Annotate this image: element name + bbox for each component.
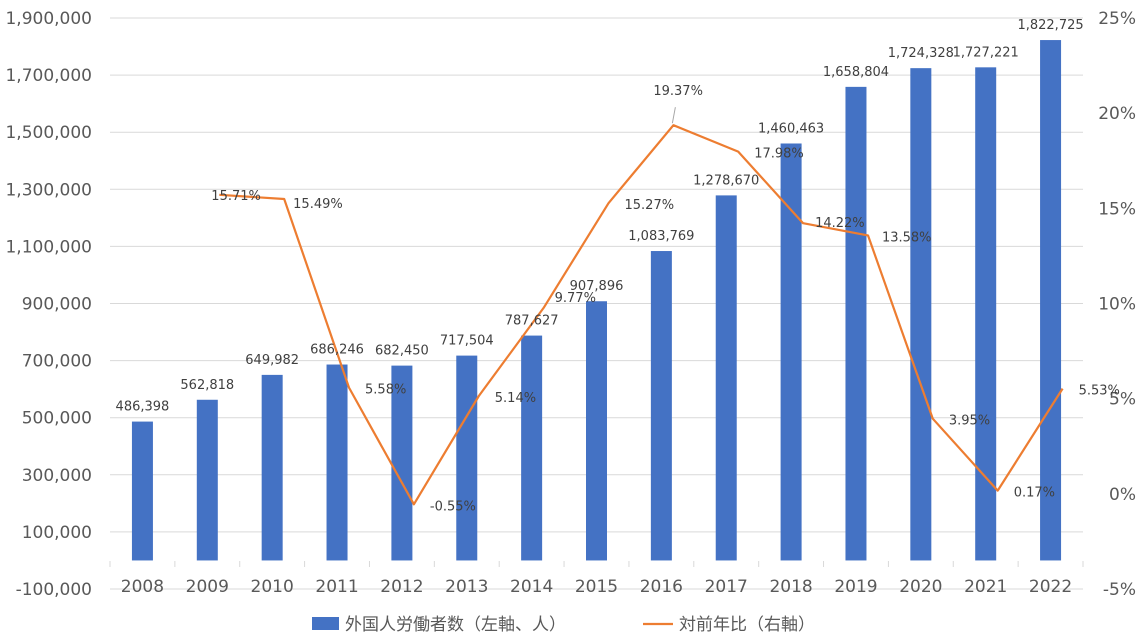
bar-data-label: 717,504: [440, 334, 494, 349]
bar-data-label: 1,278,670: [693, 173, 759, 188]
left-axis-tick-label: 1,100,000: [5, 237, 92, 257]
line-data-label: 3.95%: [949, 414, 990, 429]
x-axis-tick-label: 2009: [186, 577, 229, 597]
bar: [521, 335, 543, 561]
line-data-label: 17.98%: [754, 147, 804, 162]
left-axis-tick-label: 300,000: [22, 466, 92, 486]
left-axis-tick-label: 500,000: [22, 409, 92, 429]
left-axis: -100,000 100,000 300,000 500,000 700,000 900,…: [5, 9, 92, 600]
x-axis-tick-label: 2017: [705, 577, 748, 597]
bar-data-label: 1,727,221: [953, 45, 1019, 60]
line-data-label: 19.37%: [653, 84, 703, 99]
bar-data-label: 787,627: [505, 314, 559, 329]
bar: [131, 421, 153, 561]
bar: [196, 399, 218, 561]
bar-data-label: 1,724,328: [888, 46, 954, 61]
x-axis-tick-label: 2022: [1029, 577, 1072, 597]
x-axis-tick-label: 2012: [380, 577, 423, 597]
left-axis-tick-label: 1,500,000: [5, 123, 92, 143]
right-axis-tick-label: 15%: [1098, 199, 1136, 219]
bar: [261, 374, 283, 561]
line-data-label: 15.27%: [625, 198, 675, 213]
right-axis-tick-label: -5%: [1103, 580, 1136, 600]
line-data-label: 5.53%: [1079, 384, 1120, 399]
line-data-label: 5.14%: [495, 391, 536, 406]
line-data-labels: 15.71% 15.49% 5.58% -0.55% 5.14% 9.77% 15.27% 1…: [211, 84, 1120, 514]
x-axis-tick-label: 2013: [445, 577, 488, 597]
x-axis-tick-label: 2011: [315, 577, 358, 597]
x-axis-tick-label: 2021: [964, 577, 1007, 597]
bar: [391, 365, 413, 561]
right-axis-tick-label: 25%: [1098, 9, 1136, 29]
legend-line-label: 対前年比（右軸）: [679, 615, 815, 635]
x-axis-tick-label: 2008: [121, 577, 164, 597]
right-axis-tick-label: 20%: [1098, 104, 1136, 124]
left-axis-tick-label: 1,700,000: [5, 66, 92, 86]
bar-data-label: 1,083,769: [628, 229, 694, 244]
bar-data-label: 907,896: [570, 279, 624, 294]
right-axis-tick-label: 5%: [1109, 390, 1136, 410]
x-axis-tick-label: 2019: [834, 577, 877, 597]
line-data-label: 5.58%: [365, 383, 406, 398]
left-axis-tick-label: 1,900,000: [5, 9, 92, 29]
line-data-label: 13.58%: [882, 230, 932, 245]
x-axis-tick-label: 2020: [899, 577, 942, 597]
bar: [1040, 40, 1062, 561]
right-axis-tick-label: 0%: [1109, 485, 1136, 505]
line-data-label: -0.55%: [430, 499, 476, 514]
left-axis-tick-label: 1,300,000: [5, 180, 92, 200]
bar-data-label: 486,398: [116, 400, 170, 415]
bar: [975, 67, 997, 561]
bar: [715, 195, 737, 561]
x-axis-tick-label: 2018: [769, 577, 812, 597]
legend: 外国人労働者数（左軸、人） 対前年比（右軸）: [312, 615, 815, 635]
legend-bar-swatch: [312, 617, 339, 630]
left-axis-tick-label: -100,000: [16, 580, 92, 600]
x-axis-tick-label: 2016: [640, 577, 683, 597]
bar: [780, 143, 802, 561]
bar-data-label: 686,246: [310, 343, 364, 358]
line-data-label: 14.22%: [815, 216, 865, 231]
bar: [845, 86, 867, 561]
right-axis-tick-label: 10%: [1098, 295, 1136, 315]
left-axis-tick-label: 900,000: [22, 295, 92, 315]
x-axis-tick-label: 2015: [575, 577, 618, 597]
line-data-label: 15.49%: [293, 197, 343, 212]
bar-data-label: 1,822,725: [1017, 18, 1083, 33]
line-series: [219, 124, 1064, 506]
label-leader-line: [671, 107, 676, 124]
bar: [456, 355, 478, 561]
line-data-label: 9.77%: [555, 291, 596, 306]
bar-series: [131, 40, 1062, 561]
left-axis-tick-label: 700,000: [22, 352, 92, 372]
line-data-label: 0.17%: [1014, 486, 1055, 501]
right-axis: -5% 0% 5% 10% 15% 20% 25%: [1098, 9, 1136, 600]
bar: [650, 251, 672, 561]
bar-data-label: 682,450: [375, 344, 429, 359]
legend-bar-label: 外国人労働者数（左軸、人）: [345, 615, 566, 635]
bar-data-label: 562,818: [180, 378, 234, 393]
left-axis-tick-label: 100,000: [22, 523, 92, 543]
x-axis: 2008 2009 2010 2011 2012 2013 2014 2015 2016 2017…: [109, 561, 1084, 597]
line-data-label: 15.71%: [211, 189, 261, 204]
bar: [586, 301, 607, 561]
bar: [326, 364, 348, 561]
bar-data-label: 1,460,463: [758, 121, 824, 136]
bar: [910, 68, 932, 561]
x-axis-tick-label: 2014: [510, 577, 553, 597]
bar-data-label: 1,658,804: [823, 65, 889, 80]
bar-data-label: 649,982: [245, 353, 299, 368]
x-axis-tick-label: 2010: [251, 577, 294, 597]
line-path: [219, 124, 1064, 506]
bar-data-labels: 486,398 562,818 649,982 686,246 682,450 717,5…: [116, 18, 1084, 415]
